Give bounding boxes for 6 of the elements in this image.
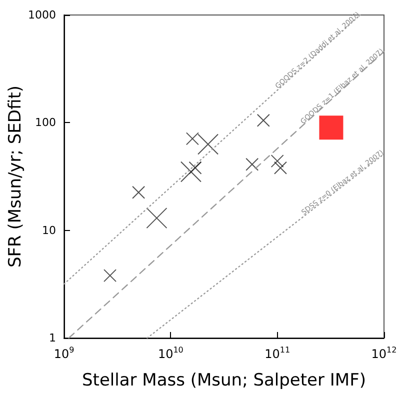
x-axis-title: Stellar Mass (Msun; Salpeter IMF): [82, 370, 366, 390]
y-tick-label: 1000: [28, 8, 56, 22]
y-tick-label: 100: [35, 116, 56, 130]
y-axis-title: SFR (Msun/yr; SEDfit): [6, 85, 26, 268]
y-tick-label: 1: [49, 332, 56, 344]
y-tick-label: 10: [42, 224, 56, 237]
